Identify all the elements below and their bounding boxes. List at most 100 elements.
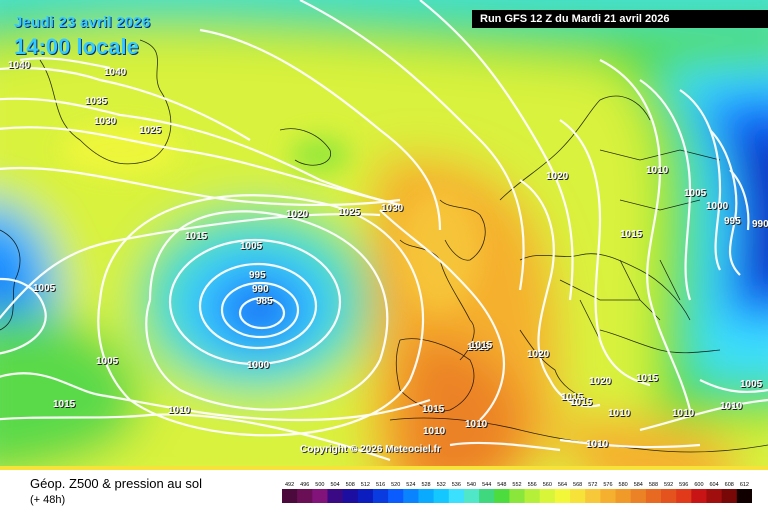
isobar-label: 1020 <box>286 209 309 220</box>
legend-swatch <box>448 489 465 503</box>
legend-label: 508 <box>346 482 355 488</box>
legend-swatch <box>372 489 389 503</box>
legend-label: 512 <box>361 482 370 488</box>
legend-swatch <box>509 489 526 503</box>
legend-label: 608 <box>725 482 734 488</box>
legend-swatch <box>357 489 374 503</box>
isobar-label: 1010 <box>586 439 609 450</box>
isobar-label: 1005 <box>684 188 707 199</box>
legend-label: 540 <box>467 482 476 488</box>
legend-swatch <box>479 489 495 503</box>
copyright-text: Copyright © 2026 Meteociel.fr <box>300 444 441 455</box>
legend-label: 572 <box>588 482 597 488</box>
legend-swatch <box>297 489 313 503</box>
isobar-label: 1025 <box>139 125 162 136</box>
isobar-label: 1010 <box>720 401 743 412</box>
legend-swatch <box>706 489 723 503</box>
legend-swatch <box>736 489 752 503</box>
isobar-label: 1000 <box>247 360 270 371</box>
legend-label: 500 <box>315 482 324 488</box>
legend-label: 600 <box>694 482 703 488</box>
legend-swatch <box>661 489 677 503</box>
isobar-label: 1015 <box>470 340 493 351</box>
legend-label: 520 <box>391 482 400 488</box>
run-info-banner: Run GFS 12 Z du Mardi 21 avril 2026 <box>472 10 768 28</box>
legend-label: 536 <box>452 482 461 488</box>
isobar-label: 1010 <box>646 165 669 176</box>
legend-swatch <box>494 489 510 503</box>
legend-swatch <box>600 489 617 503</box>
color-legend: 492 496 500 504 508 512 516 520 524 528 532 536 540 5… <box>282 482 752 503</box>
legend-label: 528 <box>421 482 430 488</box>
legend-label: 556 <box>528 482 537 488</box>
isobar-label: 1015 <box>185 231 208 242</box>
legend-swatch <box>676 489 692 503</box>
legend-label: 524 <box>406 482 415 488</box>
legend-label: 504 <box>330 482 339 488</box>
isobar-label: 1010 <box>465 419 488 430</box>
legend-label: 576 <box>603 482 612 488</box>
isobar-label: 1020 <box>546 171 569 182</box>
weather-map: Jeudi 23 avril 2026 14:00 locale Run GFS… <box>0 0 768 470</box>
legend-swatch <box>403 489 419 503</box>
legend-label: 496 <box>300 482 309 488</box>
legend-label: 568 <box>573 482 582 488</box>
isobar-label: 1020 <box>527 349 550 360</box>
isobar-label: 990 <box>252 284 269 295</box>
isobar-label: 1010 <box>672 408 695 419</box>
date-title: Jeudi 23 avril 2026 <box>14 14 151 31</box>
legend-swatch <box>721 489 738 503</box>
isobar-label: 1025 <box>338 207 361 218</box>
isobar-label: 1020 <box>589 376 612 387</box>
isobar-label: 1015 <box>570 397 593 408</box>
legend-label: 596 <box>679 482 688 488</box>
legend-swatch <box>418 489 435 503</box>
legend-swatch <box>433 489 450 503</box>
legend-label: 580 <box>619 482 628 488</box>
isobar-label: 1000 <box>706 201 729 212</box>
isobar-label: 1015 <box>561 392 584 403</box>
legend-swatch <box>388 489 404 503</box>
isobar-label: 1005 <box>240 241 263 252</box>
forecast-range: (+ 48h) <box>30 494 66 506</box>
isobar-label: 1040 <box>8 60 31 71</box>
legend-swatch <box>645 489 662 503</box>
isobar-label: 1035 <box>85 96 108 107</box>
legend-swatch <box>585 489 601 503</box>
isobar-label: 1010 <box>168 405 191 416</box>
legend-swatch <box>282 489 298 503</box>
legend-swatch <box>524 489 541 503</box>
isobar-label: 1005 <box>96 356 119 367</box>
legend-label: 532 <box>437 482 446 488</box>
legend-swatch <box>691 489 708 503</box>
isobar-label: 1010 <box>423 426 446 437</box>
legend-label: 564 <box>558 482 567 488</box>
legend-swatch <box>615 489 632 503</box>
legend-label: 560 <box>543 482 552 488</box>
footer: Géop. Z500 & pression au sol (+ 48h) 492… <box>0 470 768 512</box>
legend-label: 584 <box>634 482 643 488</box>
product-title: Géop. Z500 & pression au sol <box>30 476 202 491</box>
legend-swatch <box>312 489 328 503</box>
isobar-label: 1010 <box>608 408 631 419</box>
legend-label: 544 <box>482 482 491 488</box>
isobar-label: 1015 <box>636 373 659 384</box>
isobar-label: 995 <box>249 270 266 281</box>
isobar-label: 990 <box>752 219 768 230</box>
legend-label: 516 <box>376 482 385 488</box>
isobar-label: 1015 <box>620 229 643 240</box>
legend-swatch <box>539 489 556 503</box>
isobar-label: 1005 <box>740 379 763 390</box>
isobar-label: 1030 <box>381 203 404 214</box>
legend-label: 588 <box>649 482 658 488</box>
isobars <box>0 0 768 460</box>
isobar-label: 1005 <box>33 283 56 294</box>
legend-label: 592 <box>664 482 673 488</box>
legend-swatch <box>570 489 586 503</box>
legend-label: 492 <box>285 482 294 488</box>
geopotential-field <box>0 0 768 470</box>
isobar-label: 1040 <box>104 67 127 78</box>
legend-swatch <box>463 489 480 503</box>
isobar-label: 995 <box>724 216 741 227</box>
legend-swatch <box>630 489 647 503</box>
